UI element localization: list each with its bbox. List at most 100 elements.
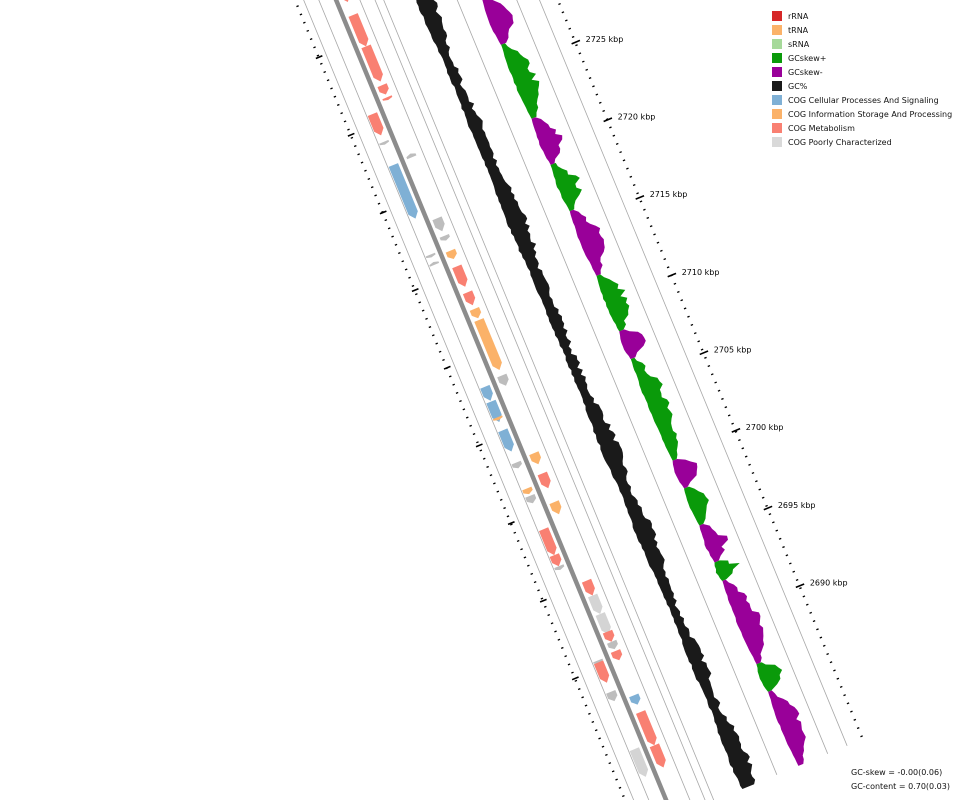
minor-tick [663, 258, 667, 261]
inner-major-tick [347, 132, 355, 137]
gene-feature [602, 629, 615, 642]
gene-feature [348, 13, 369, 47]
gene-feature [549, 553, 562, 567]
minor-tick [636, 192, 639, 195]
genome-backbone [333, 0, 669, 800]
minor-tick [496, 490, 500, 493]
tick-label: 2700 kbp [746, 423, 784, 432]
minor-tick [758, 488, 762, 491]
minor-tick [666, 266, 670, 269]
minor-tick [333, 95, 337, 98]
major-tick [571, 39, 581, 45]
gene-feature [629, 747, 649, 777]
guide-line [383, 0, 715, 800]
minor-tick [489, 474, 493, 477]
minor-tick [421, 309, 425, 312]
minor-tick [313, 46, 316, 49]
minor-tick [605, 753, 608, 756]
minor-tick [626, 167, 629, 170]
gene-feature [498, 428, 514, 452]
minor-tick [513, 531, 517, 534]
gene-feature [511, 460, 522, 469]
guide-line [456, 0, 778, 775]
minor-tick [340, 112, 344, 115]
major-tick [795, 583, 805, 589]
gc-skew-negative [531, 117, 563, 165]
minor-tick [336, 103, 340, 106]
minor-tick [330, 87, 333, 90]
minor-tick [578, 52, 582, 55]
legend-item-cog-cellular: COG Cellular Processes And Signaling [772, 93, 952, 107]
minor-tick [571, 35, 575, 39]
gene-feature [439, 234, 450, 241]
minor-tick [738, 439, 741, 442]
minor-tick [306, 29, 310, 32]
legend-label: sRNA [788, 39, 810, 49]
minor-tick [741, 447, 745, 450]
minor-tick [374, 194, 377, 197]
minor-tick [353, 145, 357, 148]
tick-label: 2690 kbp [810, 578, 848, 587]
minor-tick [653, 233, 656, 236]
legend-swatch [772, 109, 782, 119]
legend-item-cog-poorly: COG Poorly Characterized [772, 135, 952, 149]
minor-tick [574, 679, 578, 682]
minor-tick [615, 142, 619, 145]
inner-major-tick [315, 55, 323, 60]
gene-feature [361, 44, 383, 82]
gc-content-stat: GC-content = 0.70(0.03) [851, 782, 950, 791]
gc-content-track [416, 0, 756, 789]
minor-tick [693, 332, 697, 335]
minor-tick [560, 646, 564, 649]
minor-tick [533, 581, 537, 584]
minor-tick [697, 340, 701, 343]
minor-tick [431, 334, 435, 337]
gene-feature [379, 139, 390, 146]
gene-feature [377, 83, 389, 95]
minor-tick [765, 504, 768, 507]
legend-swatch [772, 11, 782, 21]
minor-tick [377, 202, 381, 205]
minor-tick [717, 389, 721, 392]
minor-tick [435, 342, 439, 345]
minor-tick [731, 422, 734, 425]
minor-tick [465, 416, 469, 419]
minor-tick [704, 356, 707, 359]
minor-tick [561, 11, 565, 14]
minor-tick [577, 688, 581, 691]
gene-feature [636, 710, 657, 746]
gene-feature [367, 112, 384, 136]
legend-swatch [772, 137, 782, 147]
legend-swatch [772, 39, 782, 49]
minor-tick [611, 770, 615, 773]
gene-feature [629, 693, 641, 705]
inner-major-tick [571, 676, 579, 681]
gc-skew-negative [482, 0, 514, 45]
minor-tick [408, 276, 411, 279]
major-tick [763, 505, 773, 511]
legend-swatch [772, 95, 782, 105]
minor-tick [656, 241, 660, 244]
minor-tick [526, 564, 530, 567]
minor-tick [622, 794, 625, 798]
minor-tick [755, 480, 758, 483]
minor-tick [510, 523, 513, 526]
minor-tick [571, 671, 574, 674]
minor-tick [370, 186, 374, 189]
inner-major-tick [411, 288, 419, 293]
minor-tick [540, 597, 544, 600]
gene-feature [593, 658, 603, 664]
minor-tick [748, 463, 751, 466]
guide-line [318, 0, 650, 800]
minor-tick [812, 620, 816, 623]
minor-tick [853, 718, 857, 721]
minor-tick [503, 507, 506, 510]
legend-item-cog-information: COG Information Storage And Processing [772, 107, 952, 121]
gene-feature [469, 307, 482, 319]
gene-feature [581, 578, 595, 596]
minor-tick [299, 13, 303, 16]
gene-feature [522, 486, 533, 495]
gene-feature [406, 153, 417, 160]
minor-tick [557, 638, 561, 641]
